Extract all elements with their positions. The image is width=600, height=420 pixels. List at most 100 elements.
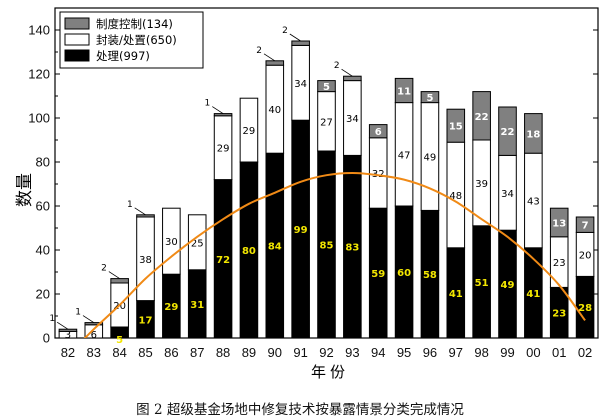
trend-curve: [83, 171, 586, 338]
bar-label-containment: 43: [527, 197, 540, 208]
bar-label-containment: 29: [217, 144, 230, 155]
bar-label-institutional: 22: [501, 127, 515, 138]
bar-label-institutional: 2: [334, 61, 340, 71]
legend-label: 封装/处置(650): [96, 33, 177, 47]
bar-label-institutional: 22: [475, 112, 489, 123]
bar-label-treatment: 84: [268, 242, 282, 253]
bar-label-containment: 27: [320, 117, 333, 128]
bar-label-institutional: 18: [526, 129, 540, 140]
x-tick-label: 94: [371, 345, 385, 360]
bar-label-containment: 39: [475, 179, 488, 190]
x-axis-label: 年份: [311, 363, 349, 381]
x-tick-label: 83: [87, 345, 101, 360]
bar-label-leader: [263, 53, 276, 62]
bar-label-leader: [289, 33, 301, 42]
x-tick-label: 97: [449, 345, 463, 360]
legend-swatch: [64, 49, 90, 62]
bar-label-treatment: 29: [164, 302, 178, 313]
bar-institutional: [110, 278, 129, 284]
x-tick-label: 85: [138, 345, 152, 360]
x-tick-label: 00: [526, 345, 540, 360]
bar-institutional: [498, 106, 517, 156]
bar-label-institutional: 11: [397, 87, 411, 98]
x-tick-label: 86: [164, 345, 178, 360]
bar-label-containment: 3: [65, 330, 71, 341]
x-tick-label: 98: [474, 345, 488, 360]
x-tick-label: 88: [216, 345, 230, 360]
bar-label-treatment: 83: [345, 243, 359, 254]
bar-label-treatment: 51: [475, 278, 489, 289]
bar-label-leader: [134, 207, 146, 216]
bar-label-institutional: 2: [101, 264, 107, 274]
bar-label-leader: [212, 106, 224, 114]
chart-bars: 3161520217381293031257229180298440299342…: [49, 26, 595, 346]
bar-containment: [239, 97, 259, 163]
y-tick-label: 40: [36, 243, 50, 258]
bar-label-institutional: 1: [205, 99, 211, 109]
bar-institutional: [420, 91, 440, 104]
legend-swatch: [64, 33, 90, 46]
bar-institutional: [368, 124, 388, 139]
bar-containment: [162, 207, 181, 275]
x-tick-label: 01: [552, 345, 566, 360]
bar-label-institutional: 1: [75, 308, 81, 318]
bar-label-institutional: 2: [282, 26, 288, 36]
bar-label-treatment: 85: [320, 241, 334, 252]
bar-label-containment: 49: [424, 153, 437, 164]
bar-label-treatment: 41: [526, 289, 540, 300]
bar-institutional: [472, 91, 491, 141]
bar-label-containment: 47: [398, 150, 411, 161]
chart-legend: 制度控制(134) 封装/处置(650) 处理(997): [59, 11, 204, 69]
bar-label-containment: 34: [346, 114, 359, 125]
x-tick-label: 89: [242, 345, 256, 360]
bar-label-institutional: 6: [375, 127, 382, 138]
x-tick-label: 92: [319, 345, 333, 360]
bar-institutional: [575, 216, 595, 233]
x-tick-label: 82: [61, 345, 75, 360]
bar-label-institutional: 1: [127, 200, 133, 210]
x-tick-label: 99: [500, 345, 514, 360]
bar-label-leader: [56, 321, 69, 330]
bar-label-institutional: 7: [582, 221, 589, 232]
bar-label-institutional: 2: [256, 46, 262, 56]
bar-label-containment: 40: [268, 105, 281, 116]
bar-label-treatment: 80: [242, 246, 256, 257]
bar-label-treatment: 28: [578, 303, 592, 314]
y-tick-label: 120: [28, 67, 50, 82]
bar-label-treatment: 23: [552, 309, 566, 320]
bar-institutional: [265, 60, 285, 66]
bar-label-containment: 34: [294, 79, 307, 90]
x-tick-label: 91: [293, 345, 307, 360]
bar-label-containment: 23: [553, 258, 566, 269]
y-tick-label: 100: [28, 111, 50, 126]
bar-label-treatment: 5: [116, 335, 123, 346]
x-tick-label: 90: [268, 345, 282, 360]
bar-label-treatment: 41: [449, 289, 463, 300]
bar-label-institutional: 15: [449, 122, 463, 133]
bar-label-containment: 20: [579, 250, 592, 261]
x-tick-label: 02: [578, 345, 592, 360]
bar-institutional: [213, 113, 233, 117]
chart-trend-line: [83, 171, 586, 338]
bar-label-containment: 38: [139, 255, 152, 266]
bar-institutional: [317, 80, 336, 93]
x-tick-label: 84: [112, 345, 126, 360]
bar-institutional: [549, 207, 569, 238]
bar-label-leader: [341, 68, 353, 77]
bar-institutional: [291, 40, 310, 46]
bar-label-treatment: 99: [294, 225, 308, 236]
bar-label-containment: 6: [91, 330, 97, 341]
bar-institutional: [446, 108, 466, 143]
y-axis-label: 数量: [15, 173, 35, 207]
bar-label-treatment: 49: [501, 280, 515, 291]
figure-caption: 图 2 超级基金场地中修复技术按暴露情景分类完成情况: [136, 402, 464, 418]
bar-label-containment: 25: [191, 238, 204, 249]
bar-label-treatment: 31: [190, 300, 204, 311]
y-tick-label: 140: [28, 23, 50, 38]
bar-institutional: [394, 77, 414, 104]
bar-label-institutional: 5: [323, 82, 330, 93]
bar-label-institutional: 13: [552, 219, 566, 230]
legend-swatch: [64, 17, 90, 30]
